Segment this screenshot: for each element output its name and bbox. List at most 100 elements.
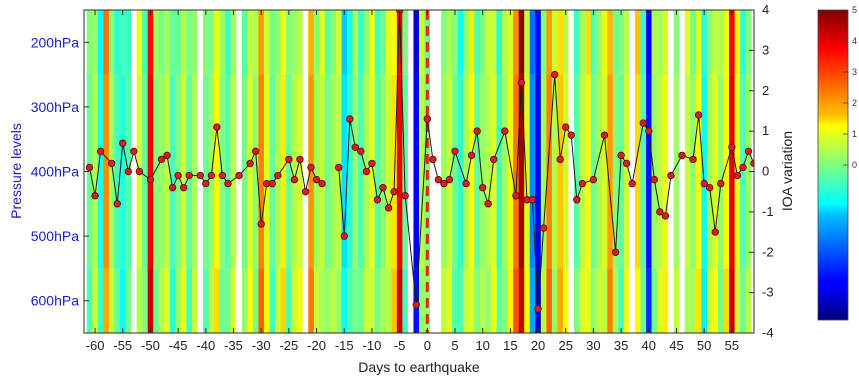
heatmap-cell [435, 74, 442, 269]
ioa-line-segment [122, 143, 129, 172]
ioa-point [694, 111, 703, 119]
x-tick-label: -45 [169, 338, 188, 353]
heatmap-cell [740, 74, 747, 269]
heatmap-cell [651, 10, 658, 75]
heatmap-cell [407, 268, 414, 333]
heatmap-cell [695, 10, 702, 75]
ioa-point [335, 163, 343, 172]
heatmap-cell [114, 268, 121, 333]
heatmap-cell [662, 74, 669, 269]
heatmap-cell [341, 74, 348, 269]
ioa-line-segment [116, 143, 124, 204]
ioa-line-segment [515, 82, 522, 196]
heatmap-cell [507, 74, 514, 269]
heatmap-cell [86, 74, 93, 269]
heatmap-cell [225, 268, 232, 333]
heatmap-cell [396, 74, 403, 269]
heatmap-cell [358, 74, 365, 269]
heatmap-cell [640, 74, 647, 269]
heatmap-cell [529, 10, 536, 75]
heatmap-cell [158, 10, 165, 75]
heatmap-cell [280, 268, 287, 333]
ioa-line-segment [349, 118, 356, 148]
ioa-point [517, 78, 526, 87]
ioa-point [650, 175, 659, 184]
ioa-line-segment [89, 167, 96, 196]
heatmap-cell [629, 268, 636, 333]
heatmap-cell [502, 74, 508, 269]
heatmap-cell [618, 10, 625, 75]
ioa-line-segment [559, 127, 567, 160]
heatmap-cell [319, 74, 326, 269]
heatmap-cell [396, 268, 403, 333]
heatmap-cell [92, 10, 99, 75]
ioa-point [301, 187, 310, 196]
heatmap-cell [180, 74, 187, 269]
ioa-line-segment [570, 135, 578, 200]
heatmap-cell [335, 268, 342, 333]
heatmap-cell [136, 268, 143, 333]
heatmap-cell [402, 268, 409, 333]
pressure-tick-label: 400hPa [31, 164, 79, 180]
ioa-point [617, 151, 625, 160]
heatmap-cell [557, 10, 564, 75]
heatmap-cell [585, 74, 592, 269]
ioa-point [146, 175, 155, 184]
x-tick-label: 45 [669, 338, 683, 353]
heatmap-cell [330, 74, 337, 269]
heatmap-cell [269, 268, 276, 333]
ioa-line-segment [720, 147, 733, 184]
heatmap-cell [740, 10, 747, 75]
heatmap-cell [419, 10, 425, 75]
x-tick-label: 10 [475, 338, 489, 353]
heatmap-cell [640, 10, 647, 75]
ioa-line-segment [532, 199, 539, 309]
ioa-line-segment [338, 167, 345, 237]
heatmap-cell [169, 10, 176, 75]
ioa-tick-label: 2 [762, 83, 769, 98]
ioa-point [484, 200, 492, 208]
heatmap-cell [258, 10, 265, 75]
ioa-point [667, 171, 675, 180]
ioa-point [196, 171, 204, 180]
ioa-line-segment [504, 131, 517, 196]
heatmap-cell [263, 268, 270, 333]
heatmap-cell [452, 74, 459, 269]
heatmap-cell [540, 74, 547, 269]
ioa-point [96, 147, 105, 156]
heatmap-cell [385, 268, 392, 333]
heatmap-cell [452, 268, 459, 333]
ioa-point [412, 301, 420, 309]
heatmap-cell [496, 268, 503, 333]
ioa-point [750, 159, 754, 168]
heatmap-cell [252, 268, 259, 333]
ioa-point [312, 175, 321, 184]
ioa-point [434, 175, 443, 184]
heatmap-cell [651, 74, 658, 269]
heatmap-cell [241, 268, 248, 333]
heatmap-cell [474, 10, 481, 75]
heatmap-cell [158, 268, 165, 333]
heatmap-cell [380, 268, 387, 333]
ioa-point [645, 127, 653, 135]
heatmap-cell [197, 268, 204, 333]
heatmap-cell [291, 10, 298, 75]
heatmap-cell [214, 74, 221, 269]
heatmap-cell [446, 10, 453, 75]
heatmap-cell [568, 268, 575, 333]
heatmap-cell [706, 268, 713, 333]
colorbar-tick-label: 3 [852, 67, 857, 77]
heatmap-cell [247, 74, 254, 269]
heatmap-cell [380, 10, 387, 75]
ioa-point [600, 131, 609, 139]
heatmap-cell [197, 10, 204, 75]
heatmap-cell [347, 268, 353, 333]
heatmap-cell [513, 10, 520, 75]
ioa-point [307, 163, 315, 172]
ioa-series [85, 10, 754, 333]
heatmap-cell [457, 74, 464, 269]
ioa-point [351, 143, 360, 151]
heatmap-cell [203, 268, 209, 333]
heatmap-cell [142, 268, 149, 333]
heatmap-cell [391, 268, 398, 333]
